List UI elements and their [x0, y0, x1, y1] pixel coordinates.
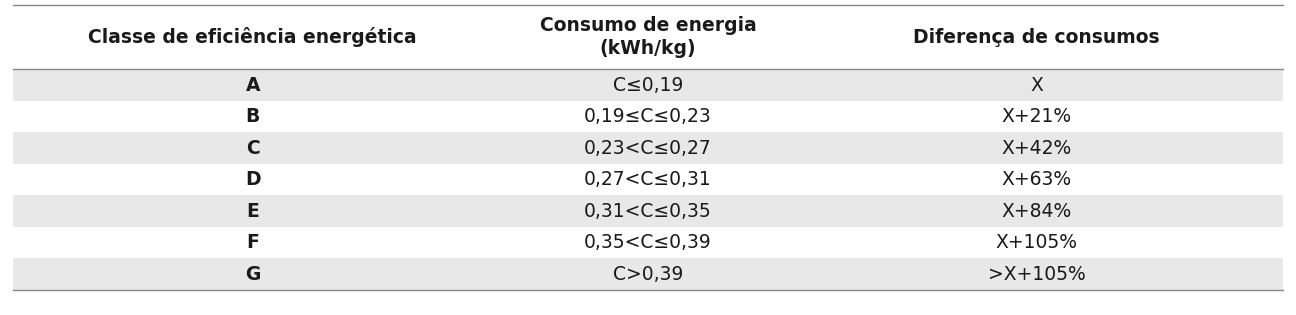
- Text: X+84%: X+84%: [1002, 202, 1072, 220]
- Bar: [13, 258, 1283, 290]
- Bar: [13, 69, 1283, 101]
- Bar: [13, 101, 1283, 132]
- Text: B: B: [245, 107, 260, 126]
- Bar: [13, 164, 1283, 195]
- Text: A: A: [245, 76, 260, 94]
- Text: C: C: [246, 139, 259, 158]
- Text: X+105%: X+105%: [995, 233, 1078, 252]
- Text: >X+105%: >X+105%: [988, 265, 1086, 284]
- Bar: [13, 227, 1283, 258]
- Text: D: D: [245, 170, 260, 189]
- Text: G: G: [245, 265, 260, 284]
- Text: X+42%: X+42%: [1002, 139, 1072, 158]
- Text: X+63%: X+63%: [1002, 170, 1072, 189]
- Text: E: E: [246, 202, 259, 220]
- Text: Consumo de energia
(kWh/kg): Consumo de energia (kWh/kg): [539, 16, 757, 58]
- Text: C≤0,19: C≤0,19: [613, 76, 683, 94]
- Bar: [13, 132, 1283, 164]
- Text: 0,19≤C≤0,23: 0,19≤C≤0,23: [584, 107, 712, 126]
- Bar: [13, 195, 1283, 227]
- Text: 0,27<C≤0,31: 0,27<C≤0,31: [584, 170, 712, 189]
- Text: Classe de eficiência energética: Classe de eficiência energética: [88, 27, 417, 47]
- Text: C>0,39: C>0,39: [613, 265, 683, 284]
- Text: 0,35<C≤0,39: 0,35<C≤0,39: [584, 233, 712, 252]
- Text: 0,23<C≤0,27: 0,23<C≤0,27: [584, 139, 712, 158]
- Text: 0,31<C≤0,35: 0,31<C≤0,35: [584, 202, 712, 220]
- Text: Diferença de consumos: Diferença de consumos: [914, 27, 1160, 47]
- Text: X+21%: X+21%: [1002, 107, 1072, 126]
- Bar: [13, 5, 1283, 69]
- Text: F: F: [246, 233, 259, 252]
- Text: X: X: [1030, 76, 1043, 94]
